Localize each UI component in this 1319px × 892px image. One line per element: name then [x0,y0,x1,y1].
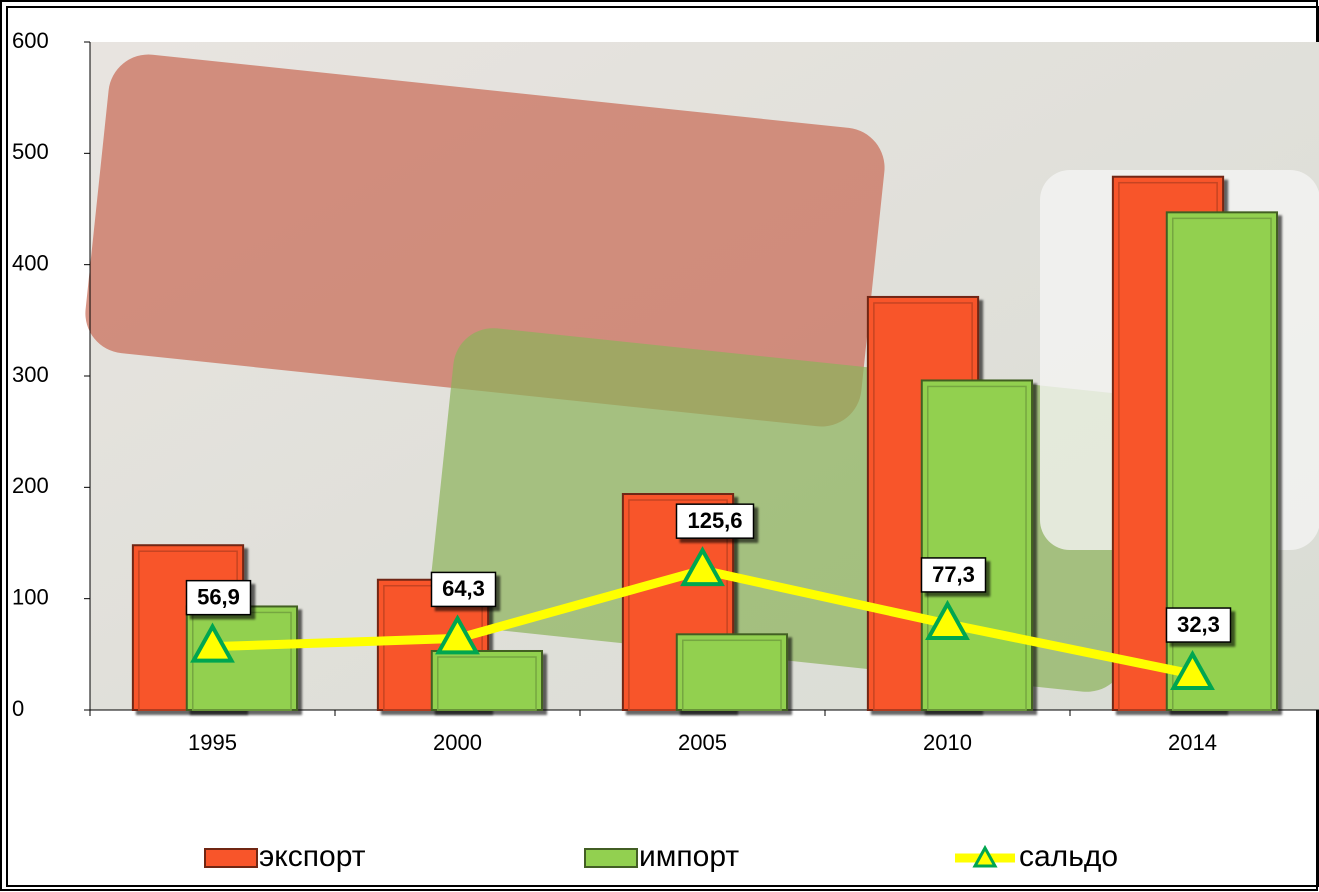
y-tick-label: 0 [12,696,24,721]
x-tick-label: 2000 [433,730,482,755]
x-tick-label: 1995 [188,730,237,755]
value-label: 64,3 [442,576,485,601]
y-tick-label: 100 [12,584,49,609]
value-label: 32,3 [1177,612,1220,637]
legend-swatch [205,849,257,867]
y-tick-label: 300 [12,362,49,387]
legend-label: сальдо [1019,840,1118,873]
y-tick-label: 500 [12,139,49,164]
chart: 0 100 200 300 400 500 600 1995 2000 2005 2010 2014 5… [0,0,1319,892]
y-tick-label: 400 [12,250,49,275]
x-tick-label: 2010 [923,730,972,755]
bar [677,634,787,710]
y-tick-label: 600 [12,28,49,53]
x-tick-label: 2005 [678,730,727,755]
bar [432,651,542,710]
legend-label: экспорт [259,840,366,873]
legend-label: импорт [639,840,739,873]
value-label: 125,6 [687,508,742,533]
legend-swatch [585,849,637,867]
bar [922,380,1032,710]
x-tick-label: 2014 [1168,730,1217,755]
y-tick-label: 200 [12,473,49,498]
value-label: 56,9 [197,584,240,609]
value-label: 77,3 [932,562,975,587]
